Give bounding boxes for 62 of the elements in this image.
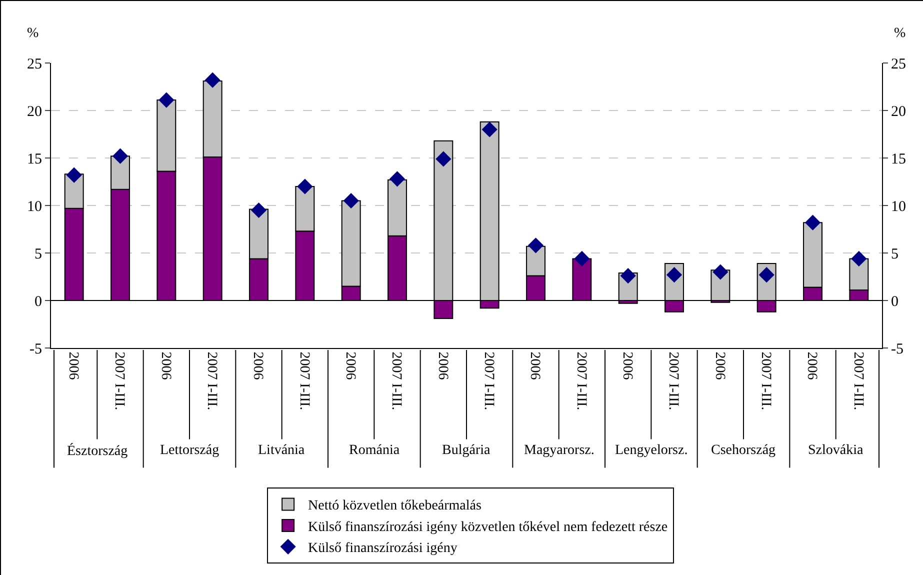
text: Észtország bbox=[67, 442, 128, 459]
point bbox=[436, 151, 452, 167]
y-tick-label: -5 bbox=[30, 341, 42, 358]
y2-tick-label: 15 bbox=[891, 151, 906, 168]
x-tick-label: 2006 bbox=[250, 352, 266, 380]
point bbox=[66, 167, 82, 183]
x-tick-label: 2006 bbox=[712, 352, 727, 380]
point bbox=[158, 92, 174, 108]
x-tick-label: 2007 I-III. bbox=[481, 352, 496, 410]
x-tick-label: 2006 bbox=[620, 352, 635, 380]
x-tick-label: 2007 I-III. bbox=[296, 352, 312, 410]
point bbox=[482, 122, 498, 138]
x-tick-label: 2006 bbox=[66, 352, 81, 380]
legend-label: Külső finanszírozási igény bbox=[308, 541, 458, 556]
x-tick-label: 2007 I-III. bbox=[666, 352, 681, 410]
text: Lettország bbox=[160, 443, 220, 458]
y-tick-label: 10 bbox=[27, 198, 42, 215]
text: Bulgária bbox=[442, 443, 491, 458]
y2-tick-label: 5 bbox=[891, 246, 898, 262]
y2-tick-label: 25 bbox=[891, 56, 906, 72]
point bbox=[804, 214, 821, 230]
text: Szlovákia bbox=[808, 443, 864, 458]
y-axis-title: % bbox=[27, 26, 39, 41]
x-tick-label: 2007 I-III. bbox=[204, 352, 220, 410]
x-tick-label: 2006 bbox=[527, 352, 542, 380]
text: Magyarorsz. bbox=[524, 443, 594, 458]
x-tick-label: 2006 bbox=[804, 352, 820, 380]
y-tick-label: 15 bbox=[27, 151, 42, 168]
point bbox=[712, 264, 728, 280]
text: Csehország bbox=[711, 443, 776, 458]
y2-tick-label: 20 bbox=[891, 104, 906, 120]
y2-tick-label: 10 bbox=[891, 198, 906, 215]
point bbox=[250, 202, 267, 218]
point bbox=[389, 171, 406, 187]
y-tick-label: 25 bbox=[27, 56, 42, 72]
y2-tick-label: -5 bbox=[891, 341, 904, 358]
point bbox=[851, 250, 867, 266]
y-tick-label: 5 bbox=[34, 246, 42, 262]
y-tick-label: 20 bbox=[27, 104, 42, 120]
y2-tick-label: 0 bbox=[891, 294, 898, 310]
point bbox=[343, 192, 359, 209]
x-tick-label: 2007 I-III. bbox=[850, 352, 866, 410]
point bbox=[528, 238, 544, 254]
y2-axis-title: % bbox=[894, 26, 906, 41]
x-tick-label: 2007 I-III. bbox=[758, 352, 774, 410]
point bbox=[620, 268, 636, 284]
x-tick-label: 2006 bbox=[434, 352, 450, 380]
x-tick-label: 2007 I-III. bbox=[112, 352, 127, 410]
x-tick-label: 2006 bbox=[158, 352, 173, 380]
legend-label: Külső finanszírozási igény közvetlen tőkével nem fedezett része bbox=[308, 520, 668, 535]
legend-label: Nettó közvetlen tőkebeármalás bbox=[308, 498, 482, 514]
x-tick-label: 2006 bbox=[342, 352, 358, 380]
point bbox=[297, 178, 313, 194]
point bbox=[112, 148, 128, 164]
text: Litvánia bbox=[258, 443, 306, 458]
point bbox=[204, 72, 220, 88]
x-tick-label: 2007 I-III. bbox=[573, 352, 588, 410]
point bbox=[574, 250, 590, 266]
y-tick-label: 0 bbox=[34, 294, 42, 310]
text: Lengyelorsz. bbox=[615, 443, 688, 458]
text: Románia bbox=[349, 443, 400, 458]
x-tick-label: 2007 I-III. bbox=[388, 352, 404, 410]
